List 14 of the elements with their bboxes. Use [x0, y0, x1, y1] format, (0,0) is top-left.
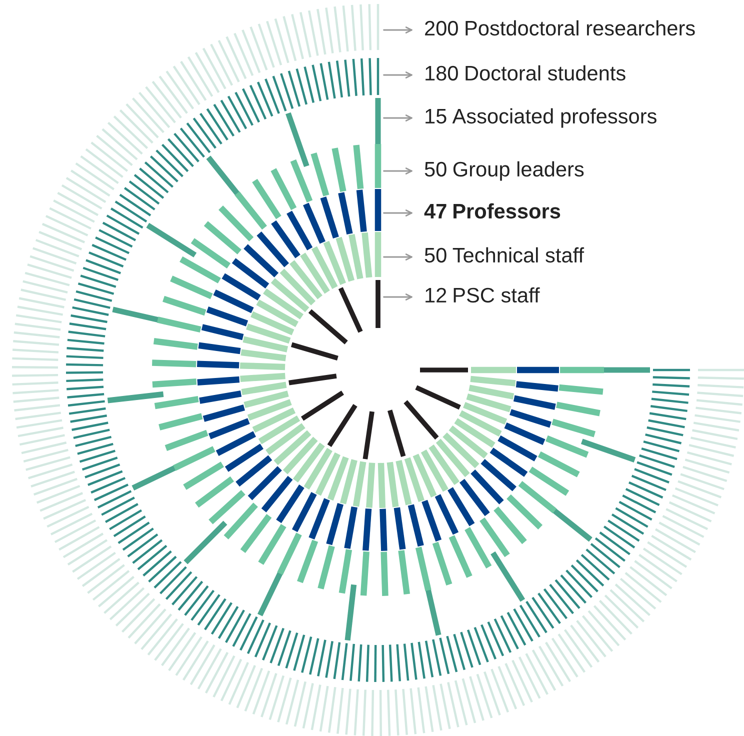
data-label: 50: [424, 162, 446, 177]
category-label: Group leaders: [453, 161, 584, 181]
data-label: 47: [424, 204, 446, 218]
category-label: PSC staff: [454, 287, 540, 303]
data-label: 200: [425, 20, 458, 36]
category-label: Doctoral students: [466, 65, 626, 81]
category-label: Postdoctoral researchers: [466, 20, 695, 36]
data-label: 180: [426, 66, 458, 81]
data-label: 12: [426, 288, 446, 302]
data-label: 50: [424, 248, 446, 263]
category-label: Technical staff: [452, 247, 584, 263]
category-label: Associated professors: [452, 108, 656, 128]
data-label: 15: [426, 109, 446, 124]
category-label: Professors: [454, 203, 560, 219]
